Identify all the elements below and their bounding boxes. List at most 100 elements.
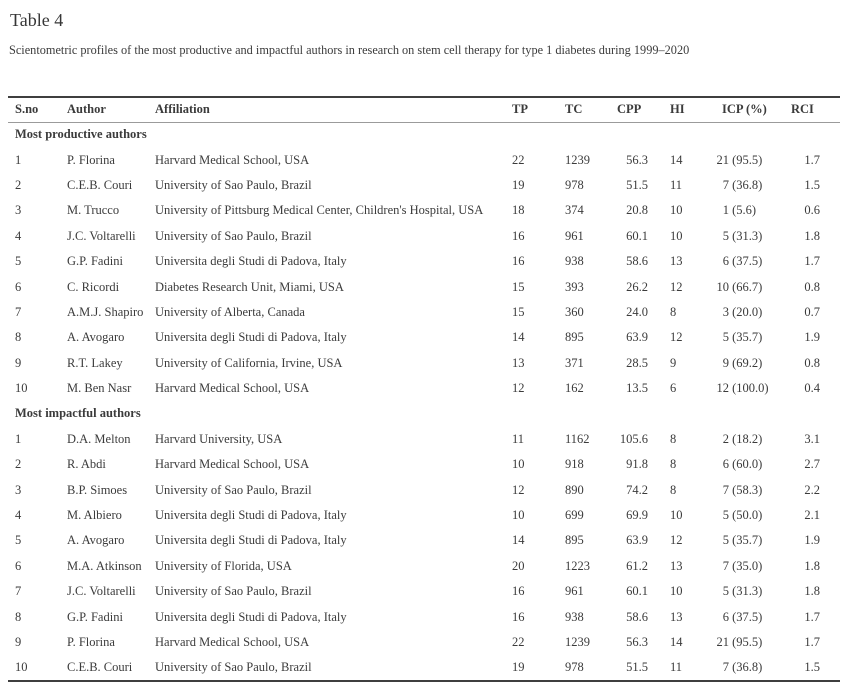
cell-hi: 10 <box>670 228 683 243</box>
cell-rci: 2.7 <box>804 457 820 472</box>
cell-author: J.C. Voltarelli <box>67 584 136 599</box>
cell-rci: 0.6 <box>804 203 820 218</box>
cell-tp: 22 <box>512 635 525 649</box>
cell-affiliation: University of Sao Paulo, Brazil <box>155 177 312 192</box>
cell-author: P. Florina <box>67 635 115 649</box>
cell-author: C. Ricordi <box>67 279 120 294</box>
cell-cpp: 26.2 <box>626 279 648 294</box>
cell-rci: 1.7 <box>804 152 820 167</box>
cell-sno: 5 <box>15 254 22 269</box>
cell-cpp: 74.2 <box>626 482 648 497</box>
column-header-tc: TC <box>565 102 583 117</box>
column-header-icp: ICP (%) <box>722 102 767 117</box>
table-row: 10 C.E.B. Couri University of Sao Paulo, B… <box>8 655 840 680</box>
column-header-cpp: CPP <box>617 102 642 117</box>
icp-count: 6 <box>722 254 729 269</box>
icp-count: 7 <box>722 659 729 674</box>
cell-tp: 19 <box>512 659 525 674</box>
cell-rci: 1.7 <box>804 254 820 269</box>
cell-author: G.P. Fadini <box>67 254 123 269</box>
section-label: Most productive authors <box>15 127 147 142</box>
cell-tc: 1239 <box>565 635 590 649</box>
cell-affiliation: Universita degli Studi di Padova, Italy <box>155 609 347 624</box>
cell-tc: 895 <box>565 330 584 345</box>
cell-tc: 938 <box>565 609 584 624</box>
cell-cpp: 105.6 <box>619 431 648 446</box>
cell-icp: 6 (37.5) <box>710 249 791 274</box>
table-row: 6 M.A. Atkinson University of Florida, USA… <box>8 554 840 579</box>
cell-hi: 10 <box>670 584 683 599</box>
cell-icp: 5 (35.7) <box>710 325 791 350</box>
cell-sno: 8 <box>15 609 22 624</box>
cell-rci: 1.5 <box>804 177 820 192</box>
cell-icp: 7 (58.3) <box>710 477 791 502</box>
cell-cpp: 63.9 <box>626 330 648 345</box>
cell-affiliation: Harvard Medical School, USA <box>155 152 310 167</box>
icp-count: 5 <box>722 508 729 523</box>
cell-hi: 8 <box>670 304 677 319</box>
cell-sno: 3 <box>15 203 22 218</box>
cell-tp: 15 <box>512 304 525 319</box>
table-row: 9 R.T. Lakey University of California, Irv… <box>8 351 840 376</box>
cell-rci: 0.7 <box>804 304 820 319</box>
cell-cpp: 63.9 <box>626 533 648 548</box>
icp-count: 5 <box>722 330 729 345</box>
cell-tp: 16 <box>512 228 525 243</box>
section-header-row: Most productive authors <box>8 122 840 147</box>
cell-affiliation: Universita degli Studi di Padova, Italy <box>155 533 347 548</box>
cell-hi: 9 <box>670 355 677 370</box>
cell-tc: 961 <box>565 584 584 599</box>
cell-tc: 895 <box>565 533 584 548</box>
icp-count: 5 <box>722 584 729 599</box>
cell-author: M. Trucco <box>67 203 120 218</box>
table-row: 3 B.P. Simoes University of Sao Paulo, Bra… <box>8 477 840 502</box>
cell-author: R. Abdi <box>67 457 106 472</box>
table-row: 5 G.P. Fadini Universita degli Studi di Pa… <box>8 249 840 274</box>
cell-icp: 2 (18.2) <box>710 427 791 452</box>
cell-cpp: 60.1 <box>626 228 648 243</box>
cell-rci: 1.8 <box>804 558 820 573</box>
cell-tc: 1162 <box>565 431 590 446</box>
cell-hi: 12 <box>670 533 683 548</box>
column-header-affiliation: Affiliation <box>155 102 210 117</box>
cell-rci: 1.5 <box>804 659 820 674</box>
cell-affiliation: Harvard Medical School, USA <box>155 635 310 649</box>
cell-tc: 1239 <box>565 152 590 167</box>
authors-table: S.no Author Affiliation TP TC CPP HI ICP… <box>8 96 840 682</box>
cell-affiliation: Diabetes Research Unit, Miami, USA <box>155 279 344 294</box>
icp-count: 21 <box>716 152 730 167</box>
cell-hi: 11 <box>670 177 683 192</box>
cell-affiliation: Universita degli Studi di Padova, Italy <box>155 330 347 345</box>
header-row: S.no Author Affiliation TP TC CPP HI ICP… <box>8 97 840 122</box>
table-row: 1 P. Florina Harvard Medical School, USA 22… <box>8 147 840 172</box>
cell-hi: 12 <box>670 279 683 294</box>
cell-icp: 5 (31.3) <box>710 579 791 604</box>
cell-cpp: 61.2 <box>626 558 648 573</box>
cell-cpp: 56.3 <box>626 152 648 167</box>
cell-tp: 14 <box>512 330 525 345</box>
icp-count: 6 <box>722 457 729 472</box>
cell-author: R.T. Lakey <box>67 355 123 370</box>
cell-author: G.P. Fadini <box>67 609 123 624</box>
cell-tp: 10 <box>512 457 525 472</box>
cell-sno: 2 <box>15 457 22 472</box>
icp-count: 3 <box>722 304 729 319</box>
cell-rci: 1.7 <box>804 609 820 624</box>
cell-icp: 7 (36.8) <box>710 655 791 680</box>
cell-cpp: 13.5 <box>626 381 648 396</box>
cell-sno: 8 <box>15 330 22 345</box>
cell-affiliation: University of Sao Paulo, Brazil <box>155 482 312 497</box>
cell-tc: 360 <box>565 304 584 319</box>
cell-rci: 1.7 <box>804 635 820 649</box>
cell-tp: 16 <box>512 254 525 269</box>
cell-rci: 0.8 <box>804 279 820 294</box>
cell-tc: 393 <box>565 279 584 294</box>
cell-tc: 162 <box>565 381 584 396</box>
cell-sno: 6 <box>15 279 22 294</box>
cell-rci: 1.9 <box>804 533 820 548</box>
cell-author: J.C. Voltarelli <box>67 228 136 243</box>
cell-icp: 12 (100.0) <box>710 376 791 401</box>
cell-sno: 3 <box>15 482 22 497</box>
cell-tc: 374 <box>565 203 584 218</box>
